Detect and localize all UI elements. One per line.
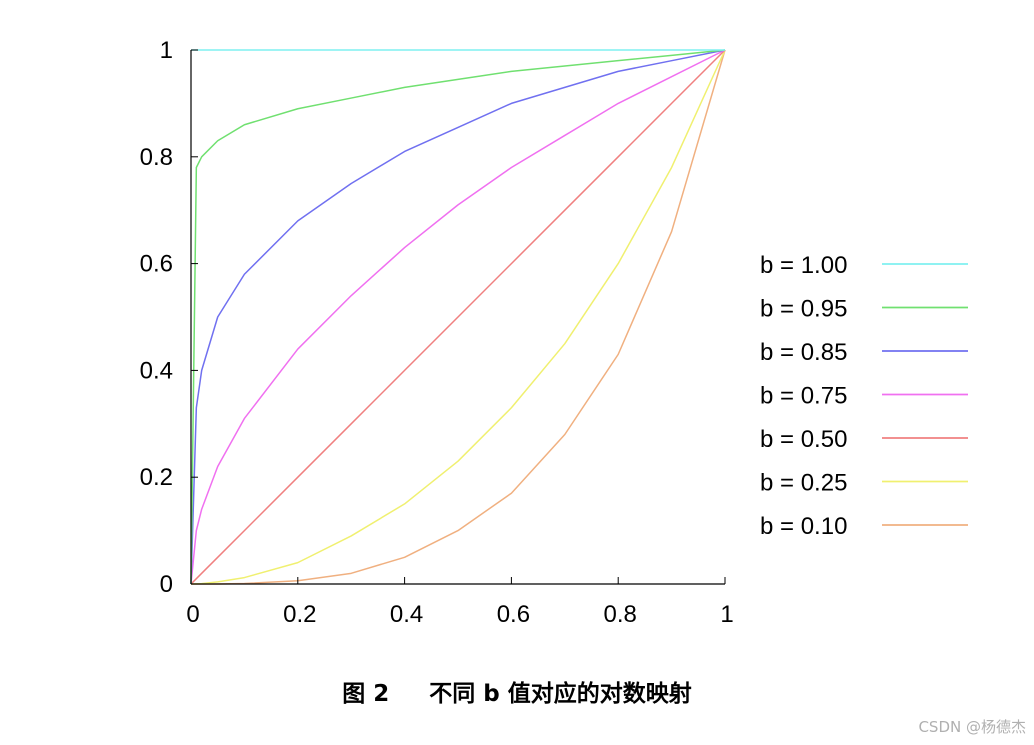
watermark: CSDN @杨德杰	[918, 718, 1026, 736]
plot-lines	[190, 49, 726, 585]
legend-label-4: b = 0.50	[760, 426, 847, 453]
series-line-4	[190, 49, 726, 585]
legend-label-0: b = 1.00	[760, 252, 847, 279]
series-line-2	[190, 49, 726, 585]
x-tick-label-4: 0.8	[604, 601, 637, 628]
x-tick-label-3: 0.6	[497, 601, 530, 628]
series-line-3	[190, 49, 726, 585]
y-tick-label-4: 0.8	[140, 144, 173, 171]
chart: 00.20.40.60.810 0.2 0.4 0.6 0.8 1 b = 1.00b =…	[140, 37, 968, 628]
x-tick-label-0: 0	[186, 601, 199, 628]
legend-label-5: b = 0.25	[760, 470, 847, 497]
figure-caption: 图 2 不同 b 值对应的对数映射	[342, 681, 692, 707]
legend-label-1: b = 0.95	[760, 296, 847, 323]
series-line-1	[190, 49, 726, 585]
legend-label-3: b = 0.75	[760, 383, 847, 410]
legend-label-2: b = 0.85	[760, 339, 847, 366]
series-line-5	[190, 49, 726, 585]
x-tick-label-5: 1	[720, 601, 733, 628]
legend-label-6: b = 0.10	[760, 513, 847, 540]
legend: b = 1.00 b = 0.95 b = 0.85 b = 0.75 b = 0.50…	[760, 252, 968, 540]
y-tick-label-1: 0.2	[140, 464, 173, 491]
axes: 0 0.2 0.4 0.6 0.8 1 0 0.2 0.4 0.6 0.8 1	[140, 37, 734, 628]
y-tick-label-2: 0.4	[140, 357, 173, 384]
x-tick-label-2: 0.4	[390, 601, 423, 628]
y-tick-label-3: 0.6	[140, 251, 173, 278]
y-tick-label-5: 1	[160, 37, 173, 64]
y-tick-label-0: 0	[160, 571, 173, 598]
x-tick-label-1: 0.2	[283, 601, 316, 628]
